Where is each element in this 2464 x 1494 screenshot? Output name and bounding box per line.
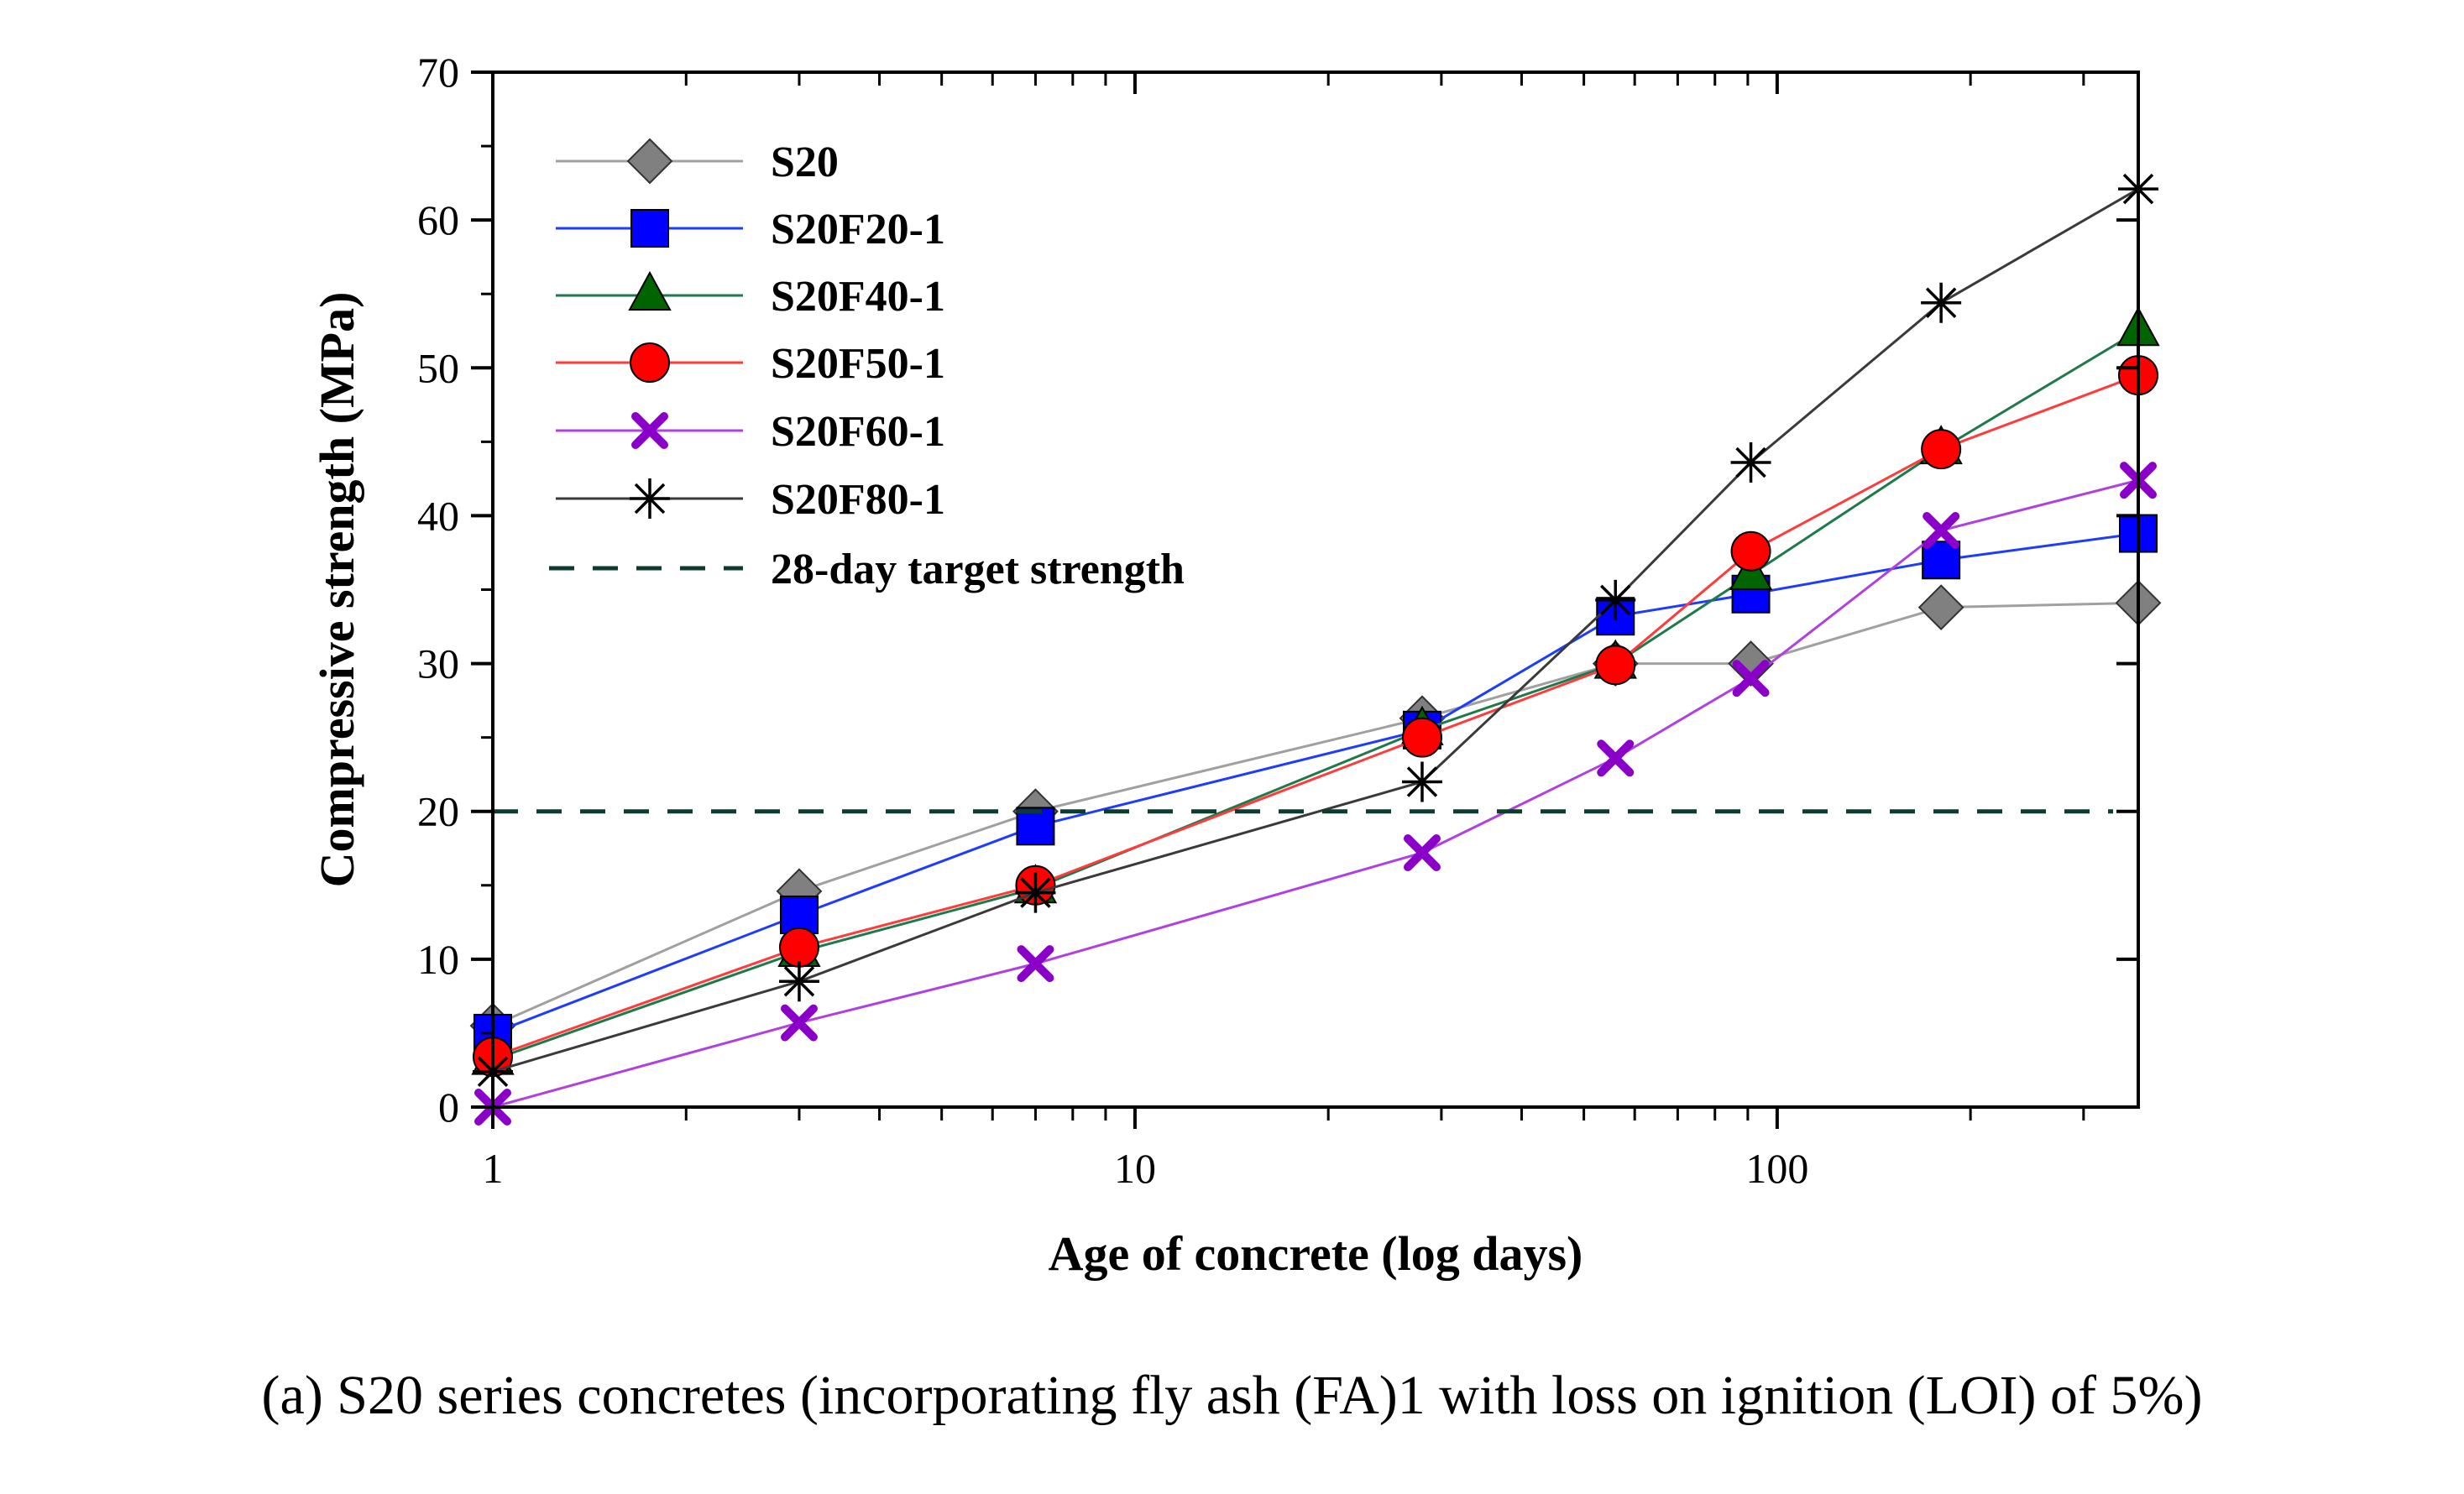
data-point xyxy=(1732,660,1770,697)
data-point xyxy=(1597,739,1635,777)
series-s20f20-1 xyxy=(473,514,2158,1053)
series-line xyxy=(492,478,2139,1109)
legend-label: S20F50-1 xyxy=(771,340,945,388)
figure-caption: (a) S20 series concretes (incorporating … xyxy=(261,1365,2203,1426)
data-point xyxy=(1595,645,1636,686)
data-point xyxy=(1017,945,1054,983)
data-point xyxy=(1921,429,1962,470)
legend-marker xyxy=(630,478,670,519)
y-tick-label: 40 xyxy=(417,492,459,539)
y-tick-label: 10 xyxy=(417,936,459,983)
star-stroke xyxy=(1921,282,1962,323)
star-stroke xyxy=(1401,761,1442,802)
legend-item: S20F20-1 xyxy=(556,206,945,253)
y-tick-label: 60 xyxy=(417,196,459,243)
series-layer xyxy=(469,169,2162,1126)
y-tick-label: 20 xyxy=(417,788,459,835)
data-point xyxy=(1015,872,1056,913)
legend-label: S20F20-1 xyxy=(771,206,945,253)
data-point xyxy=(1728,640,1774,687)
legend-label: S20F80-1 xyxy=(771,476,945,524)
legend-label: 28-day target strength xyxy=(771,546,1185,593)
data-point xyxy=(778,927,819,968)
data-point xyxy=(1923,512,1960,550)
x-stroke xyxy=(631,412,668,449)
data-point xyxy=(780,1004,818,1042)
data-point xyxy=(1917,584,1964,631)
y-axis-title: Compressive strength (MPa) xyxy=(310,292,364,888)
legend-item: S20 xyxy=(556,138,839,186)
legend-marker xyxy=(631,412,668,449)
legend-label: S20F40-1 xyxy=(771,273,945,321)
series-line xyxy=(492,187,2139,1073)
chart: 0 10 20 30 40 50 60 70 1 10 100 Age of concrete (l… xyxy=(310,49,2162,1281)
series-s20f40-1 xyxy=(471,306,2160,1075)
star-stroke xyxy=(778,961,819,1002)
data-point xyxy=(1403,834,1441,872)
data-point xyxy=(1730,530,1771,572)
y-tick-label: 30 xyxy=(417,640,459,687)
data-point xyxy=(1730,442,1771,483)
legend-marker xyxy=(630,209,669,248)
series-s20f50-1 xyxy=(473,355,2158,1078)
x-stroke xyxy=(1923,512,1960,550)
series-s20f60-1 xyxy=(474,462,2157,1126)
data-point xyxy=(1595,579,1636,620)
y-tick-label: 0 xyxy=(438,1084,459,1131)
legend-item: 28-day target strength xyxy=(549,546,1185,593)
series-line xyxy=(492,329,2139,1062)
ticks-layer: 0 10 20 30 40 50 60 70 1 10 100 xyxy=(417,49,2138,1192)
x-tick-label: 100 xyxy=(1745,1145,1808,1192)
star-stroke xyxy=(1730,442,1771,483)
legend-marker xyxy=(628,270,672,311)
x-stroke xyxy=(1732,660,1770,697)
data-point xyxy=(778,961,819,1002)
x-stroke xyxy=(780,1004,818,1042)
data-point xyxy=(1401,717,1442,758)
series-line xyxy=(492,532,2139,1035)
series-s20f80-1 xyxy=(473,169,2158,1092)
legend-item: S20F40-1 xyxy=(556,270,945,321)
legend-item: S20F60-1 xyxy=(556,408,945,456)
series-line xyxy=(492,374,2139,1058)
x-tick-label: 1 xyxy=(483,1145,504,1192)
legend-item: S20F80-1 xyxy=(556,476,945,524)
y-tick-label: 50 xyxy=(417,344,459,391)
data-point xyxy=(1401,761,1442,802)
legend-label: S20 xyxy=(771,138,839,186)
legend-marker xyxy=(626,138,673,185)
legend-item: S20F50-1 xyxy=(556,340,945,388)
x-axis-title: Age of concrete (log days) xyxy=(1049,1226,1583,1281)
legend-marker xyxy=(630,342,670,383)
x-stroke xyxy=(1403,834,1441,872)
x-tick-label: 10 xyxy=(1114,1145,1156,1192)
data-point xyxy=(1016,807,1055,846)
legend-label: S20F60-1 xyxy=(771,408,945,456)
data-point xyxy=(779,896,819,935)
x-stroke xyxy=(1597,739,1635,777)
star-stroke xyxy=(630,478,670,519)
series-line xyxy=(492,601,2139,1027)
data-point xyxy=(1921,282,1962,323)
star-stroke xyxy=(1595,579,1636,620)
legend: S20 S20F20-1 S20F40-1 S20F50-1 S20F60-1 S20F8… xyxy=(549,138,1185,593)
y-tick-label: 70 xyxy=(417,49,459,96)
x-stroke xyxy=(1017,945,1054,983)
star-stroke xyxy=(1015,872,1056,913)
